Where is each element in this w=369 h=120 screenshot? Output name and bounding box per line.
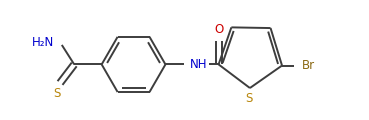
Text: Br: Br xyxy=(302,59,315,72)
Text: O: O xyxy=(214,23,223,36)
Text: H₂N: H₂N xyxy=(32,36,54,49)
Text: NH: NH xyxy=(190,58,208,71)
Text: S: S xyxy=(245,92,253,105)
Text: S: S xyxy=(53,87,60,100)
